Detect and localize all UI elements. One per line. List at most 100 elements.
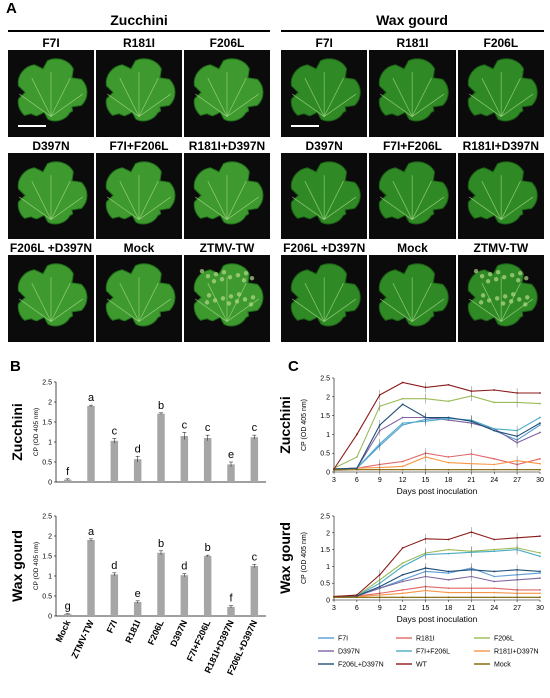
series-line: [333, 586, 540, 598]
photo-label: ZTMV-TW: [457, 241, 544, 256]
category-label: R181I: [123, 619, 142, 645]
y-tick-label: 1.5: [320, 547, 330, 554]
data-point: [447, 587, 450, 590]
data-point: [493, 457, 496, 460]
data-point: [401, 465, 404, 468]
data-point: [424, 456, 427, 458]
x-tick-label: 6: [355, 477, 359, 484]
bar: [157, 413, 165, 482]
row-label: Wax gourd: [277, 522, 293, 594]
bar: [227, 464, 235, 482]
photo-grid-zucchini: F7I R181I F206L D397N F7I+F206L R181I+D397N F2…: [8, 36, 270, 342]
data-point: [401, 592, 404, 595]
y-tick-label: 0.5: [42, 460, 52, 467]
data-point: [470, 453, 473, 455]
group-title-zucchini: Zucchini: [110, 12, 168, 28]
y-tick-label: 0: [48, 614, 52, 621]
x-tick-label: 27: [513, 605, 521, 612]
data-point: [539, 596, 541, 599]
x-tick-label: 9: [378, 477, 382, 484]
data-point: [516, 392, 519, 394]
y-tick-label: 2: [326, 394, 330, 401]
data-point: [401, 547, 404, 549]
data-point: [447, 456, 450, 458]
category-label: F7I: [105, 619, 120, 635]
series-line: [333, 416, 541, 470]
data-point: [516, 459, 519, 462]
data-point: [539, 589, 541, 591]
significance-letter: a: [88, 526, 95, 538]
data-point: [539, 416, 541, 419]
bar: [180, 575, 189, 616]
data-point: [493, 580, 496, 583]
leaf-photo: F206L +D397N: [281, 241, 368, 342]
y-tick-label: 2: [48, 400, 52, 407]
data-point: [378, 573, 381, 576]
panel-label-c: C: [288, 358, 299, 375]
leaf-photo: F206L: [184, 36, 270, 137]
data-point: [539, 422, 541, 425]
y-tick-label: 0.5: [42, 594, 52, 601]
significance-letter: b: [158, 538, 164, 550]
series-line: [333, 547, 541, 598]
group-rule-zucchini: [8, 30, 270, 32]
leaf-photo: F7I: [281, 36, 368, 137]
category-label: F206L: [146, 618, 166, 646]
data-point: [333, 469, 335, 472]
leaf-photo: D397N: [281, 138, 368, 240]
data-point: [539, 424, 541, 426]
photo-grid-wax-gourd: F7I R181I F206L D397N F7I+F206L R181I+D397N F2…: [281, 36, 544, 342]
data-point: [333, 596, 335, 599]
bar: [63, 479, 72, 482]
y-axis-label: CP (OD 405 nm): [301, 532, 308, 584]
row-label: Wax gourd: [9, 530, 25, 602]
data-point: [447, 468, 450, 471]
leaf-photo: F206L +D397N: [8, 241, 94, 342]
data-point: [493, 550, 496, 553]
data-point: [493, 570, 496, 573]
significance-letter: c: [252, 422, 258, 434]
data-point: [516, 536, 519, 539]
series-line: [333, 416, 541, 470]
data-point: [355, 433, 358, 436]
photo-label: F7I+F206L: [369, 138, 456, 153]
leaf-photo: R181I+D397N: [457, 138, 544, 240]
x-tick-label: 30: [536, 477, 544, 484]
scale-bar: [18, 124, 46, 127]
x-tick-label: 18: [445, 477, 453, 484]
data-point: [401, 397, 404, 400]
data-point: [493, 575, 496, 578]
data-point: [424, 553, 427, 556]
data-point: [516, 573, 519, 576]
legend: F7I R181I F206L D397N F7I+F206L R181I+D397N F2…: [318, 636, 539, 669]
leaf-photo: D397N: [8, 138, 94, 240]
legend-label: F7I: [338, 636, 348, 643]
data-point: [493, 401, 496, 404]
data-point: [539, 402, 541, 405]
data-point: [516, 441, 519, 444]
photo-label: R181I+D397N: [184, 138, 270, 153]
photo-label: D397N: [281, 138, 368, 153]
significance-letter: c: [205, 422, 211, 434]
data-point: [447, 591, 450, 594]
data-point: [447, 572, 450, 575]
series-line: [333, 395, 541, 469]
series-line: [333, 381, 540, 470]
data-point: [470, 596, 473, 599]
bar: [203, 556, 212, 616]
photo-label: R181I: [96, 36, 182, 50]
data-point: [424, 537, 427, 540]
series-line: [333, 549, 541, 598]
data-point: [401, 381, 404, 384]
data-point: [355, 456, 358, 458]
y-tick-label: 2.5: [42, 380, 52, 387]
data-point: [493, 591, 496, 594]
bar: [180, 436, 189, 482]
data-point: [401, 578, 404, 581]
data-point: [401, 424, 404, 426]
data-point: [424, 596, 427, 599]
y-tick-label: 1: [48, 440, 52, 447]
significance-letter: d: [135, 443, 141, 455]
significance-letter: d: [181, 561, 187, 573]
data-point: [424, 589, 427, 592]
